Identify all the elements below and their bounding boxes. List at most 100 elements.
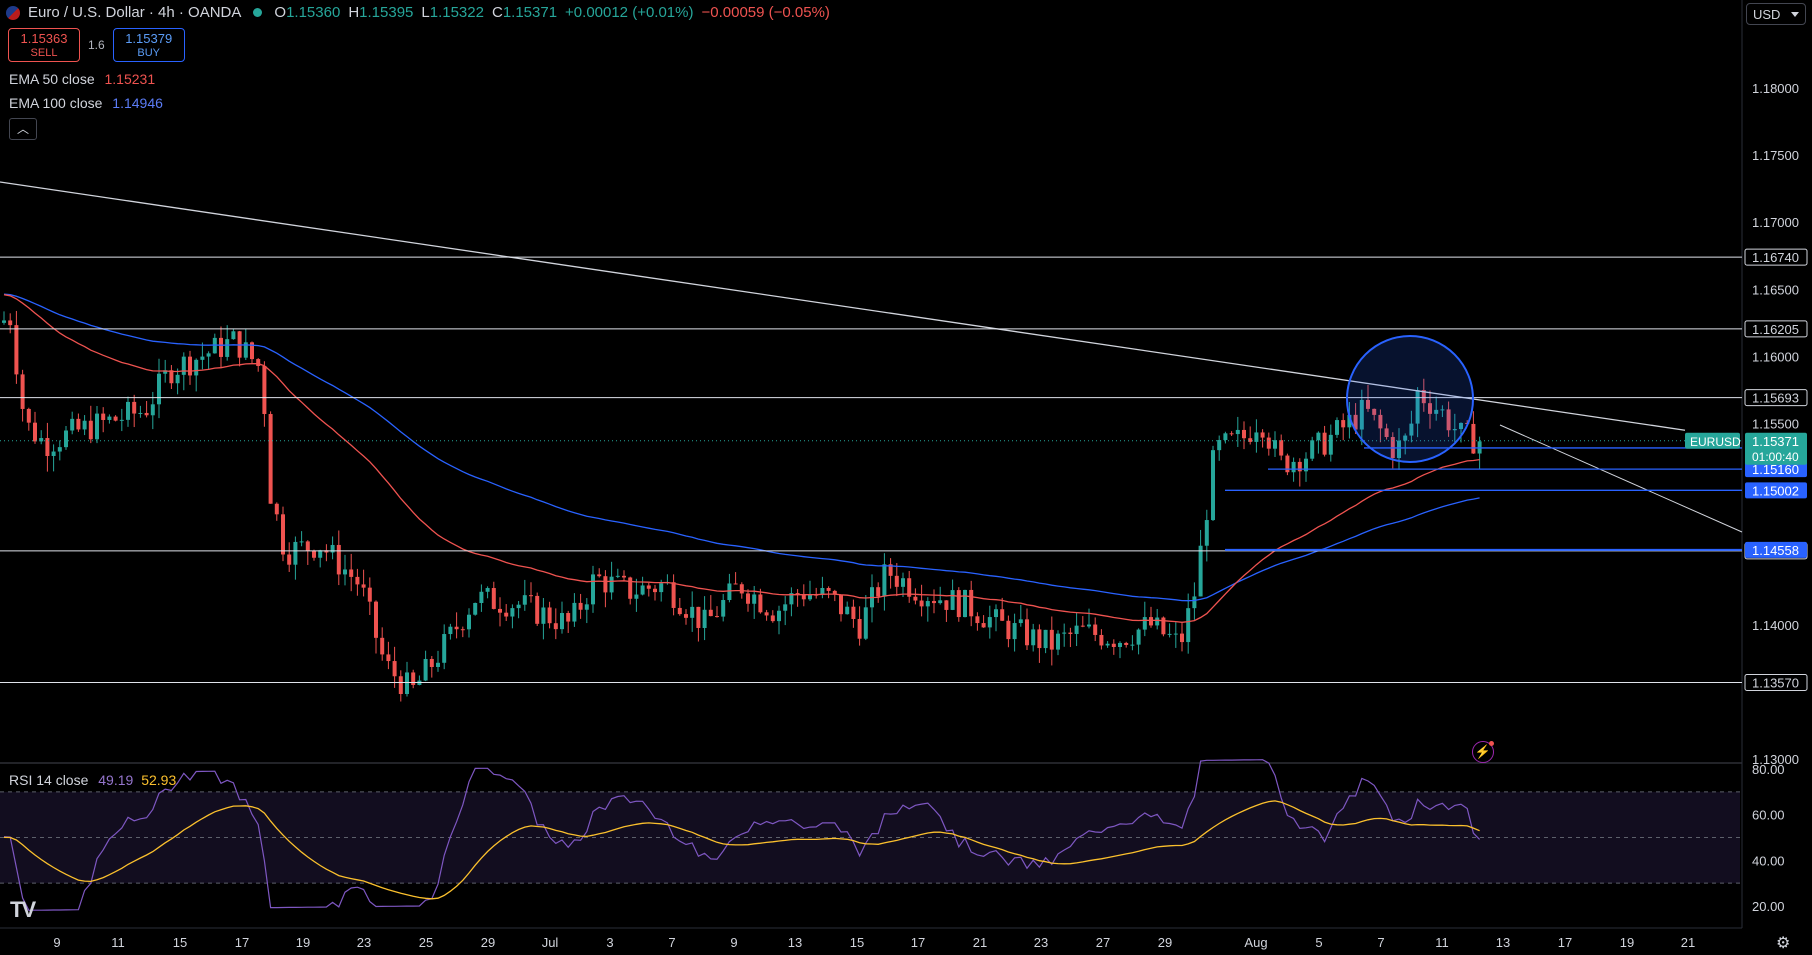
time-tick-label: 11	[111, 935, 125, 950]
candle-body	[1199, 546, 1203, 597]
time-tick-label: 17	[1558, 935, 1572, 950]
time-tick-label: 21	[1681, 935, 1695, 950]
trade-panel: 1.15363 SELL 1.6 1.15379 BUY	[8, 28, 185, 62]
candle-body	[845, 607, 849, 614]
candle-body	[1316, 433, 1320, 441]
ema100-value: 1.14946	[112, 95, 163, 111]
candle-body	[752, 594, 756, 603]
time-tick-label: 23	[1034, 935, 1048, 950]
candle-body	[269, 414, 273, 504]
candle-body	[585, 604, 589, 609]
candle-body	[182, 357, 186, 375]
candle-body	[653, 589, 657, 592]
time-tick-label: 29	[481, 935, 495, 950]
candle-body	[132, 402, 136, 414]
candle-body	[1050, 630, 1054, 650]
symbol-tag-label: EURUSD	[1690, 435, 1741, 449]
rsi-tick-label: 20.00	[1752, 899, 1785, 914]
candle-body	[535, 596, 539, 624]
last-price-label: 1.15371	[1752, 434, 1799, 449]
lightning-icon[interactable]: ⚡	[1472, 741, 1494, 763]
candle-body	[944, 600, 948, 610]
candle-body	[281, 514, 285, 554]
candle-body	[634, 595, 638, 599]
candle-body	[951, 590, 955, 610]
collapse-legend-button[interactable]: ︿	[9, 118, 37, 140]
candle-body	[39, 438, 43, 441]
candle-body	[1205, 520, 1209, 546]
candle-body	[479, 592, 483, 603]
level-price-label: 1.15693	[1752, 391, 1799, 406]
candle-body	[678, 608, 682, 614]
ema100-legend[interactable]: EMA 100 close 1.14946	[9, 95, 163, 111]
highlight-circle	[1347, 336, 1473, 462]
candle-body	[882, 564, 886, 596]
candle-body	[628, 577, 632, 598]
symbol-title[interactable]: Euro / U.S. Dollar · 4h · OANDA	[28, 4, 241, 21]
candle-body	[1230, 433, 1234, 434]
candle-body	[1118, 643, 1122, 647]
candle-body	[858, 619, 862, 639]
rsi-ma-value: 52.93	[141, 772, 176, 788]
ema50-value: 1.15231	[105, 71, 156, 87]
sell-button[interactable]: 1.15363 SELL	[8, 28, 80, 62]
open-value: 1.15360	[286, 4, 340, 21]
currency-select[interactable]: USD	[1746, 3, 1806, 25]
price-tick-label: 1.18000	[1752, 81, 1799, 96]
candle-body	[1081, 626, 1085, 627]
candle-body	[523, 595, 527, 605]
candle-body	[1292, 462, 1296, 472]
candle-body	[988, 617, 992, 627]
candle-body	[1248, 438, 1252, 442]
price-tick-label: 1.16500	[1752, 282, 1799, 297]
price-tick-label: 1.15500	[1752, 417, 1799, 432]
symbol-header: Euro / U.S. Dollar · 4h · OANDA O1.15360…	[6, 4, 830, 21]
candle-body	[932, 601, 936, 603]
candle-body	[337, 545, 341, 574]
candle-body	[157, 374, 161, 405]
candle-body	[331, 545, 335, 553]
candle-body	[975, 616, 979, 623]
candle-body	[1037, 629, 1041, 648]
candle-body	[548, 607, 552, 623]
candle-body	[529, 595, 533, 596]
candle-body	[641, 585, 645, 594]
candle-body	[920, 601, 924, 607]
candle-body	[1192, 596, 1196, 608]
candle-body	[1168, 634, 1172, 635]
candle-body	[1217, 440, 1221, 450]
buy-label: BUY	[114, 46, 184, 61]
candle-body	[1267, 438, 1271, 449]
candles	[2, 311, 1482, 702]
candle-body	[176, 375, 180, 383]
rsi-tick-label: 80.00	[1752, 762, 1785, 777]
candle-body	[622, 576, 626, 578]
candle-body	[510, 608, 514, 616]
tradingview-logo[interactable]: TV	[10, 897, 34, 923]
time-tick-label: 21	[973, 935, 987, 950]
time-tick-label: 15	[173, 935, 187, 950]
gear-icon[interactable]: ⚙	[1776, 933, 1790, 953]
spread-value: 1.6	[88, 38, 105, 52]
candle-body	[982, 623, 986, 627]
candle-body	[771, 615, 775, 621]
candle-body	[1329, 435, 1333, 455]
candle-body	[430, 659, 434, 667]
candle-body	[1137, 630, 1141, 645]
candle-body	[461, 629, 465, 630]
time-tick-label: 13	[788, 935, 802, 950]
rsi-legend[interactable]: RSI 14 close 49.19 52.93	[9, 772, 176, 788]
candle-body	[138, 413, 142, 414]
candle-body	[541, 607, 545, 623]
candle-body	[52, 452, 56, 456]
candle-body	[1106, 644, 1110, 646]
candle-body	[1149, 617, 1153, 625]
day-change: −0.00059 (−0.05%)	[701, 4, 829, 21]
time-tick-label: Jul	[542, 935, 559, 950]
ema50-legend[interactable]: EMA 50 close 1.15231	[9, 71, 155, 87]
buy-button[interactable]: 1.15379 BUY	[113, 28, 185, 62]
low-value: 1.15322	[430, 4, 484, 21]
candle-body	[1471, 424, 1475, 454]
candle-body	[120, 420, 124, 421]
